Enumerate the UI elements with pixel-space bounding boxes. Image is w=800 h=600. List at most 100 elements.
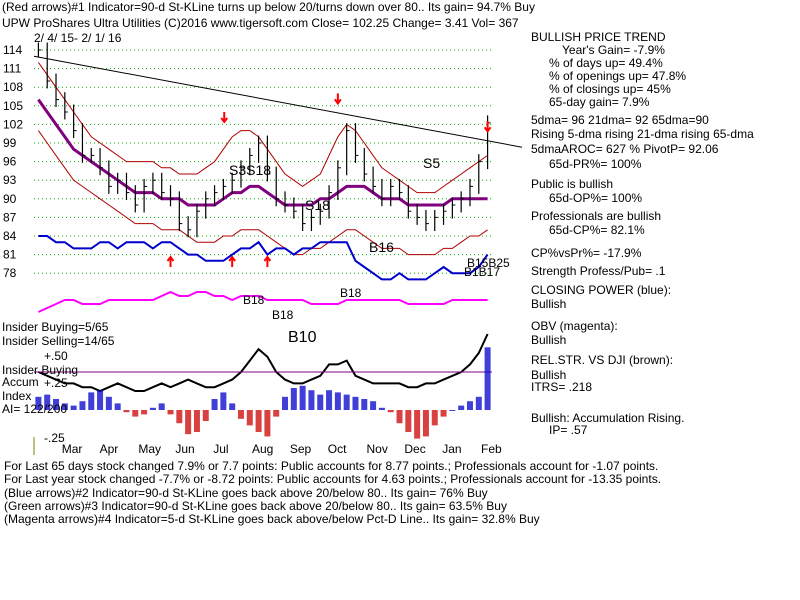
rel-strength-line	[38, 333, 489, 393]
y-tick-label: 99	[3, 136, 17, 150]
accum-bar	[44, 394, 51, 410]
insider-buying-label: Insider Buying=5/65	[2, 320, 109, 334]
signal-b16: B16	[369, 239, 394, 255]
y-tick-label: 105	[3, 99, 23, 113]
accum-bar	[405, 410, 412, 432]
accum-bar	[343, 394, 350, 410]
signal-b15b25: B15B25	[467, 256, 510, 270]
accum-tick-plus25: +.25	[44, 376, 68, 390]
y-tick-label: 93	[3, 173, 17, 187]
footer-blue-arrows: (Blue arrows)#2 Indicator=90-d St-KLine …	[4, 486, 488, 500]
professionals-status: Professionals are bullish	[531, 209, 662, 223]
footer-magenta-arrows: (Magenta arrows)#4 Indicator=5-d St-KLin…	[4, 512, 540, 526]
accum-bar	[141, 410, 148, 415]
closing-power-line	[38, 235, 489, 281]
strength-ratio: Strength Profess/Pub= .1	[531, 264, 666, 278]
accum-bar	[440, 410, 447, 417]
accum-label: Accum	[2, 375, 39, 389]
accum-bar	[264, 410, 271, 437]
public-status: Public is bullish	[531, 177, 614, 191]
signal-s3s18: S3S18	[229, 162, 272, 178]
y-tick-label: 78	[3, 266, 17, 280]
pr-percent: 65d-PR%= 100%	[549, 157, 642, 171]
accum-bar	[132, 410, 139, 417]
accumulation-label: Bullish: Accumulation Rising.	[531, 411, 685, 425]
y-tick-label: 84	[3, 229, 17, 243]
price-series	[33, 42, 523, 238]
price-axis: 114 111 108 105 102 99 96 93 90 87 84 81 78	[3, 43, 23, 280]
index-label: Index	[2, 389, 32, 403]
accum-bar	[158, 403, 165, 410]
x-tick-label: Apr	[100, 442, 119, 456]
red-arrow-icon	[228, 255, 236, 267]
ai-value: AI= 122/200	[2, 402, 68, 416]
accum-bar	[414, 410, 421, 439]
relstr-status: Bullish	[531, 368, 567, 382]
days-up: % of days up= 49.4%	[549, 56, 663, 70]
footer-year: For Last year stock changed -7.7% or -8.…	[4, 472, 662, 486]
y-tick-label: 87	[3, 210, 17, 224]
itrs-value: ITRS= .218	[531, 380, 593, 394]
x-tick-label: Aug	[252, 442, 273, 456]
accum-bar	[176, 410, 183, 424]
accum-bar	[105, 396, 112, 410]
y-tick-label: 114	[3, 43, 22, 57]
x-tick-label: Jul	[213, 442, 228, 456]
insider-selling-label: Insider Selling=14/65	[2, 334, 115, 348]
indicator-title: (Red arrows)#1 Indicator=90-d St-KLine t…	[2, 0, 535, 14]
accum-bar	[193, 410, 200, 432]
rising-dma: Rising 5-dma rising 21-dma rising 65-dma	[531, 127, 754, 141]
accum-bar	[229, 403, 236, 410]
x-tick-label: Sep	[290, 442, 312, 456]
red-arrow-icon	[166, 255, 175, 267]
accum-bar	[149, 407, 156, 410]
y-tick-label: 81	[3, 248, 17, 262]
signal-b18-1: B18	[243, 293, 265, 307]
closings-up: % of closings up= 45%	[549, 82, 671, 96]
red-arrow-icon	[263, 255, 272, 267]
accum-tick-plus50: +.50	[44, 349, 68, 363]
cp-percent: 65d-CP%= 82.1%	[549, 223, 645, 237]
accum-bar	[396, 410, 403, 424]
y-tick-label: 108	[3, 80, 23, 94]
y-tick-label: 96	[3, 155, 17, 169]
signal-b18-2: B18	[272, 308, 294, 322]
x-tick-label: Jun	[175, 442, 194, 456]
accum-bar	[61, 403, 68, 410]
accum-bar	[387, 410, 394, 413]
accum-bar	[202, 410, 209, 421]
moving-average-bands	[37, 62, 488, 256]
accum-bar	[211, 399, 218, 410]
accum-bar	[35, 396, 42, 410]
accum-bar	[88, 392, 95, 410]
footer-65day: For Last 65 days stock changed 7.9% or 7…	[4, 459, 659, 473]
accum-bar	[308, 390, 315, 410]
x-tick-label: Mar	[62, 442, 83, 456]
closing-power-status: Bullish	[531, 297, 567, 311]
signal-b18-3: B18	[340, 286, 362, 300]
accum-bar	[185, 410, 192, 435]
dma-values: 5dma= 96 21dma= 92 65dma=90	[531, 113, 709, 127]
x-tick-label: Nov	[367, 442, 388, 456]
aroc-pivot: 5dmaAROC= 627 % PivotP= 92.06	[531, 142, 719, 156]
ticker-header: UPW ProShares Ultra Utilities (C)2016 ww…	[2, 16, 519, 30]
obv-series	[37, 290, 488, 313]
signal-s18: S18	[305, 197, 330, 213]
lower-band-line	[37, 130, 488, 256]
accum-bar	[422, 410, 429, 437]
x-tick-label: Feb	[481, 442, 502, 456]
upper-band-line	[37, 62, 488, 194]
accum-bar	[282, 396, 289, 410]
closing-power-series	[38, 235, 489, 281]
accum-bar	[466, 401, 473, 410]
accum-bar	[237, 410, 244, 419]
cp-vs-pr: CP%vsPr%= -17.9%	[531, 246, 642, 260]
accum-bar	[70, 405, 77, 410]
y-tick-label: 111	[3, 62, 22, 76]
signal-s5: S5	[423, 155, 441, 171]
accum-bar	[53, 399, 60, 410]
accumulation-index-bars	[34, 347, 492, 439]
accum-bar	[334, 392, 341, 410]
accum-tick-minus25: -.25	[44, 431, 65, 445]
